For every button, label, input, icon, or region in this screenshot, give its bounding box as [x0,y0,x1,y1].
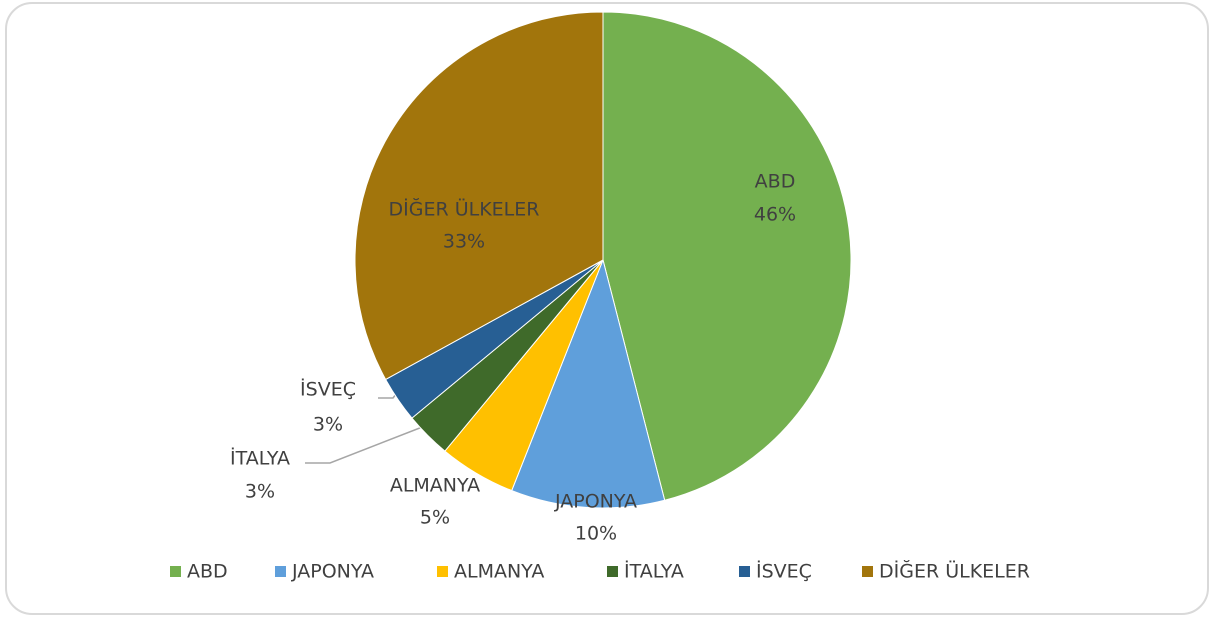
data-label-value: 46% [754,204,796,226]
pie-slice [354,11,604,381]
data-label-value: 10% [575,523,617,545]
data-label-value: 33% [443,231,485,253]
data-label-category: JAPONYA [554,491,637,513]
pie-slice [602,11,852,501]
leader-line [305,423,431,464]
data-label-value: 3% [245,481,275,503]
legend-swatch [739,566,750,577]
legend-swatch [275,566,286,577]
data-label-category: İSVEÇ [300,378,356,401]
data-label-category: ABD [755,171,796,193]
data-label-category: İTALYA [230,447,290,470]
pie-slice [511,258,666,509]
legend-swatch [170,566,181,577]
legend-label: İTALYA [624,560,684,583]
data-label-category: DİĞER ÜLKELER [389,197,540,221]
data-label-value: 5% [420,507,450,529]
legend-label: İSVEÇ [756,560,812,583]
legend-swatch [862,566,873,577]
legend-label: JAPONYA [291,561,374,583]
legend-label: ALMANYA [454,561,544,583]
legend-label: DİĞER ÜLKELER [879,559,1030,583]
data-label-value: 3% [313,414,343,436]
legend-swatch [437,566,448,577]
data-label-category: ALMANYA [390,475,480,497]
legend-swatch [607,566,618,577]
legend-label: ABD [187,561,228,583]
